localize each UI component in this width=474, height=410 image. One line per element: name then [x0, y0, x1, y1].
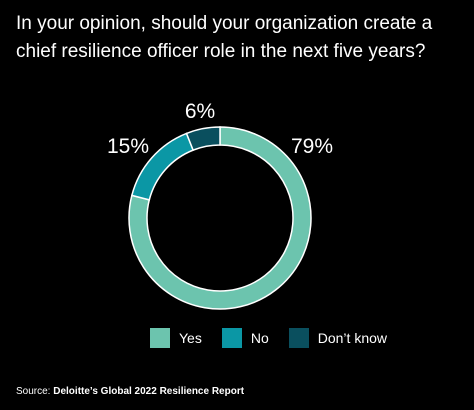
legend-label-yes: Yes	[179, 330, 202, 346]
source-name: Deloitte’s Global 2022 Resilience Report	[53, 386, 245, 397]
data-label-no: 15%	[107, 135, 149, 158]
data-label-dont-know: 6%	[185, 100, 215, 123]
legend-item-no: No	[221, 328, 269, 348]
chart-title: In your opinion, should your organizatio…	[16, 13, 433, 62]
donut-slice-yes	[128, 126, 312, 310]
legend-label-dont-know: Don’t know	[317, 330, 388, 346]
legend-item-dont-know: Don’t know	[288, 328, 388, 348]
legend-swatch-yes	[150, 328, 170, 348]
legend-swatch-no	[221, 328, 242, 348]
legend-item-yes: Yes	[150, 328, 202, 348]
donut-slice-dont-know	[185, 126, 221, 152]
legend: Yes No Don’t know	[150, 328, 387, 348]
data-label-yes: 79%	[291, 135, 333, 158]
source-prefix: Source:	[16, 386, 54, 397]
source-note: Source: Deloitte’s Global 2022 Resilienc…	[16, 386, 244, 397]
legend-swatch-dont-know	[288, 328, 309, 348]
legend-label-no: No	[250, 330, 269, 346]
